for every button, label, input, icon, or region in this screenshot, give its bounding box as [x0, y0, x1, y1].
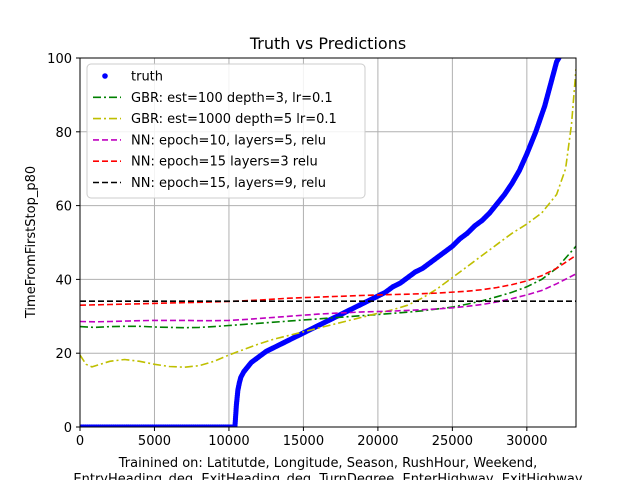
x-axis-label-line-2: EntryHeading_deg, ExitHeading_deg, TurnD…: [73, 472, 582, 480]
series-4-line: [80, 254, 576, 306]
x-tick-label: 25000: [432, 434, 473, 449]
x-axis-label-line-1: Trainined on: Latitutde, Longitude, Seas…: [118, 456, 537, 471]
x-tick-label: 15000: [283, 434, 324, 449]
legend-label-series-0: truth: [131, 70, 163, 85]
truth-point: [556, 58, 562, 61]
y-tick-label: 40: [55, 273, 72, 288]
y-tick-label: 60: [55, 200, 72, 215]
legend-label-series-3: NN: epoch=10, layers=5, relu: [131, 133, 326, 148]
y-axis-label: TimeFromFirstStop_p80: [24, 166, 39, 319]
ticks: 0 5000 10000 15000 20000 25000 30000 0 20 40 60 80 1…: [47, 52, 547, 449]
y-tick-label: 20: [55, 347, 72, 362]
y-tick-label: 80: [55, 126, 72, 141]
y-tick-label: 0: [64, 421, 72, 436]
series-layer: [80, 58, 576, 427]
legend-label-series-5: NN: epoch=15, layers=9, relu: [131, 176, 326, 191]
legend-label-series-4: NN: epoch=15 layers=3 relu: [131, 155, 318, 170]
x-tick-label: 10000: [208, 434, 249, 449]
chart-title: Truth vs Predictions: [249, 34, 406, 53]
x-tick-label: 0: [76, 434, 84, 449]
legend: truth GBR: est=100 depth=3, lr=0.1 GBR: es…: [86, 63, 366, 199]
series-3-line: [80, 273, 576, 323]
series-1-line: [80, 245, 576, 329]
legend-box: [86, 63, 366, 199]
series-2-line: [80, 69, 576, 369]
x-tick-label: 5000: [138, 434, 171, 449]
plot-frame: [79, 57, 577, 428]
legend-marker-truth: [102, 73, 108, 79]
y-tick-label: 100: [47, 52, 72, 67]
x-tick-label: 30000: [506, 434, 547, 449]
legend-label-series-2: GBR: est=1000 depth=5 lr=0.1: [131, 112, 337, 127]
x-tick-label: 20000: [357, 434, 398, 449]
series-0-points: [80, 58, 562, 427]
plot-area: [80, 58, 576, 427]
legend-label-series-1: GBR: est=100 depth=3, lr=0.1: [131, 91, 333, 106]
